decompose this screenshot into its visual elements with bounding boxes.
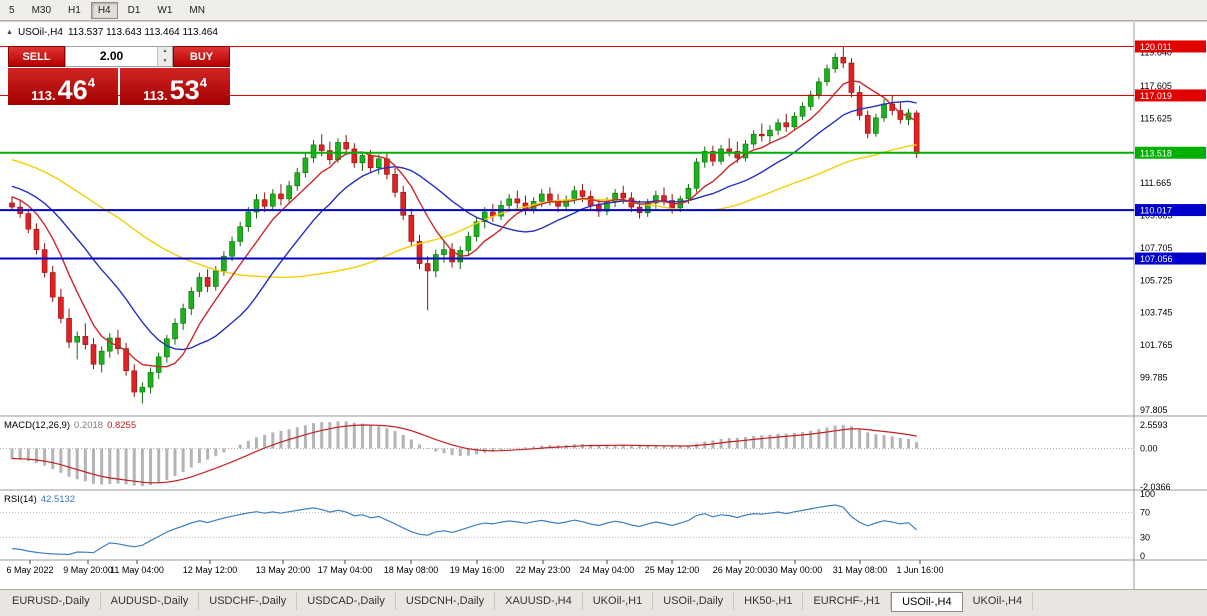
chart-ohlc-values: 113.537 113.643 113.464 113.464 (67, 27, 218, 38)
buy-price-display[interactable]: 113. 53 4 (120, 68, 230, 105)
svg-text:100: 100 (1140, 489, 1155, 499)
svg-text:1 Jun 16:00: 1 Jun 16:00 (896, 565, 943, 575)
trade-controls-row: SELL 2.00 ▲ ▼ BUY (8, 46, 230, 67)
svg-text:13 May 20:00: 13 May 20:00 (256, 565, 311, 575)
tab-usoil-h4[interactable]: USOil-,H4 (891, 592, 963, 612)
svg-text:12 May 12:00: 12 May 12:00 (183, 565, 238, 575)
svg-text:97.805: 97.805 (1140, 405, 1168, 415)
chart-canvas[interactable]: 119.640117.605115.625113.645111.665109.6… (0, 22, 1207, 589)
volume-stepper[interactable]: 2.00 ▲ ▼ (65, 46, 173, 67)
svg-text:119.640: 119.640 (1140, 48, 1172, 58)
svg-text:9 May 20:00: 9 May 20:00 (63, 565, 113, 575)
trade-prices-row: 113. 46 4 113. 53 4 (8, 68, 230, 105)
rsi-value: 42.5132 (40, 494, 76, 505)
buy-price-whole: 113. (143, 88, 168, 103)
svg-text:22 May 23:00: 22 May 23:00 (516, 565, 571, 575)
sell-price-sup: 4 (87, 75, 95, 90)
tab-usoil-daily[interactable]: USOil-,Daily (653, 592, 735, 610)
tab-eurusd-daily[interactable]: EURUSD-,Daily (2, 592, 101, 610)
svg-text:70: 70 (1140, 508, 1150, 518)
svg-text:101.765: 101.765 (1140, 340, 1173, 350)
sell-price-big: 46 (57, 75, 88, 106)
svg-text:0.00: 0.00 (1140, 443, 1158, 453)
volume-value[interactable]: 2.00 (99, 49, 124, 63)
svg-text:6 May 2022: 6 May 2022 (6, 565, 53, 575)
sell-button[interactable]: SELL (8, 46, 65, 67)
volume-up-icon[interactable]: ▲ (158, 47, 172, 57)
svg-text:24 May 04:00: 24 May 04:00 (580, 565, 635, 575)
svg-text:110.017: 110.017 (1140, 206, 1172, 216)
svg-text:120.011: 120.011 (1140, 42, 1172, 52)
tab-usdcnh-daily[interactable]: USDCNH-,Daily (396, 592, 496, 610)
tab-audusd-daily[interactable]: AUDUSD-,Daily (101, 592, 200, 610)
svg-text:30: 30 (1140, 532, 1150, 542)
macd-pane-label: MACD(12,26,9) 0.2018 0.8255 (4, 420, 136, 431)
chart-tabs-bar: EURUSD-,Daily AUDUSD-,Daily USDCHF-,Dail… (0, 589, 1207, 616)
buy-button[interactable]: BUY (173, 46, 230, 67)
tab-xauusd-h4[interactable]: XAUUSD-,H4 (495, 592, 583, 610)
timeframe-toolbar: 5 M30 H1 H4 D1 W1 MN (0, 0, 1207, 21)
svg-text:18 May 08:00: 18 May 08:00 (384, 565, 439, 575)
svg-text:19 May 16:00: 19 May 16:00 (450, 565, 505, 575)
svg-text:107.056: 107.056 (1140, 254, 1173, 264)
svg-text:107.705: 107.705 (1140, 243, 1173, 253)
sell-price-display[interactable]: 113. 46 4 (8, 68, 118, 105)
svg-text:117.605: 117.605 (1140, 81, 1172, 91)
svg-text:30 May 00:00: 30 May 00:00 (768, 565, 823, 575)
svg-text:117.019: 117.019 (1140, 91, 1172, 101)
timeframe-h4-button[interactable]: H4 (90, 1, 118, 19)
buy-price-sup: 4 (199, 75, 207, 90)
timeframe-w1-button[interactable]: W1 (150, 2, 179, 19)
svg-text:0: 0 (1140, 551, 1145, 561)
timeframe-d1-button[interactable]: D1 (121, 2, 148, 19)
price-line-labels-layer: 120.011 117.019 113.518 110.017 107.056 (1135, 40, 1206, 265)
svg-text:17 May 04:00: 17 May 04:00 (318, 565, 373, 575)
rsi-name-label: RSI(14) (4, 494, 37, 505)
svg-text:31 May 08:00: 31 May 08:00 (833, 565, 888, 575)
svg-text:2.5593: 2.5593 (1140, 420, 1168, 430)
timeframe-h1-button[interactable]: H1 (61, 2, 88, 19)
tab-hk50-h1[interactable]: HK50-,H1 (734, 592, 804, 610)
tab-ukoil-h4[interactable]: UKOil-,H4 (963, 592, 1034, 610)
macd-signal-value: 0.8255 (107, 420, 137, 431)
tab-usdcad-daily[interactable]: USDCAD-,Daily (297, 592, 396, 610)
svg-text:-2.0366: -2.0366 (1140, 482, 1171, 492)
chart-symbol-label: USOil-,H4 (17, 27, 63, 38)
sell-price-whole: 113. (31, 88, 56, 103)
svg-text:11 May 04:00: 11 May 04:00 (110, 565, 164, 575)
rsi-indicator-layer (0, 504, 1134, 556)
one-click-trading-panel: SELL 2.00 ▲ ▼ BUY 113. 46 4 113. (8, 46, 230, 105)
svg-text:115.625: 115.625 (1140, 113, 1172, 123)
tab-ukoil-h1[interactable]: UKOil-,H1 (583, 592, 654, 610)
svg-text:105.725: 105.725 (1140, 275, 1173, 285)
timeframe-mn-button[interactable]: MN (182, 2, 212, 19)
buy-price-big: 53 (169, 75, 200, 106)
svg-text:111.665: 111.665 (1140, 178, 1171, 188)
macd-name-label: MACD(12,26,9) (4, 420, 70, 431)
chart-region: 119.640117.605115.625113.645111.665109.6… (0, 22, 1207, 589)
one-click-toggle-icon[interactable]: ▲ (6, 29, 13, 36)
tab-eurchf-h1[interactable]: EURCHF-,H1 (803, 592, 892, 610)
svg-text:113.518: 113.518 (1140, 148, 1172, 158)
macd-indicator-layer (0, 421, 1134, 487)
timeframe-m30-button[interactable]: M30 (25, 2, 58, 19)
moving-averages-layer (11, 80, 918, 368)
svg-text:25 May 12:00: 25 May 12:00 (645, 565, 700, 575)
macd-main-value: 0.2018 (74, 420, 104, 431)
svg-text:103.745: 103.745 (1140, 308, 1173, 318)
volume-down-icon[interactable]: ▼ (158, 56, 172, 66)
svg-text:26 May 20:00: 26 May 20:00 (713, 565, 768, 575)
volume-spinner: ▲ ▼ (157, 47, 172, 66)
tab-usdchf-daily[interactable]: USDCHF-,Daily (199, 592, 298, 610)
svg-text:99.785: 99.785 (1140, 373, 1168, 383)
axes-layer: 119.640117.605115.625113.645111.665109.6… (0, 22, 1207, 589)
timeframe-m5-button[interactable]: 5 (2, 2, 22, 19)
rsi-pane-label: RSI(14) 42.5132 (4, 494, 75, 505)
chart-ohlc-header: ▲ USOil-,H4 113.537 113.643 113.464 113.… (6, 27, 218, 38)
